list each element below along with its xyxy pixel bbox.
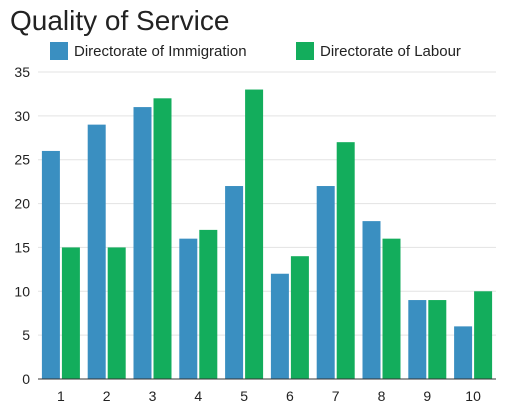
x-tick-label: 6 bbox=[286, 388, 294, 404]
bar-series-1-category-3 bbox=[133, 107, 152, 379]
x-tick-label: 2 bbox=[103, 388, 111, 404]
y-tick-label: 0 bbox=[22, 371, 30, 387]
bar-series-2-category-5 bbox=[245, 89, 264, 380]
y-tick-label: 15 bbox=[14, 239, 30, 255]
x-tick-label: 8 bbox=[378, 388, 386, 404]
bar-series-1-category-6 bbox=[270, 273, 289, 379]
bar-series-1-category-4 bbox=[179, 238, 198, 379]
bar-series-1-category-8 bbox=[362, 221, 381, 379]
gridlines bbox=[38, 71, 496, 336]
x-tick-label: 7 bbox=[332, 388, 340, 404]
x-tick-label: 5 bbox=[240, 388, 248, 404]
y-axis-ticks: 0 5 10 15 20 25 30 35 bbox=[14, 64, 30, 387]
bar-series-1-category-5 bbox=[225, 186, 244, 379]
legend: Directorate of Immigration Directorate o… bbox=[50, 42, 461, 60]
legend-label-immigration: Directorate of Immigration bbox=[74, 43, 247, 60]
x-axis-ticks: 1 2 3 4 5 6 7 8 9 10 bbox=[57, 388, 481, 404]
y-tick-label: 20 bbox=[14, 196, 30, 212]
x-tick-label: 1 bbox=[57, 388, 65, 404]
x-tick-label: 9 bbox=[423, 388, 431, 404]
x-tick-label: 4 bbox=[194, 388, 202, 404]
bars bbox=[41, 89, 493, 380]
y-tick-label: 35 bbox=[14, 64, 30, 80]
bar-series-1-category-10 bbox=[454, 326, 473, 379]
legend-swatch-labour bbox=[296, 42, 314, 60]
y-tick-label: 30 bbox=[14, 108, 30, 124]
bar-series-2-category-1 bbox=[61, 247, 80, 379]
bar-series-1-category-7 bbox=[316, 186, 335, 379]
y-tick-label: 5 bbox=[22, 327, 30, 343]
bar-series-2-category-9 bbox=[428, 300, 447, 379]
bar-series-2-category-3 bbox=[153, 98, 172, 380]
y-tick-label: 25 bbox=[14, 152, 30, 168]
bar-series-2-category-2 bbox=[107, 247, 126, 379]
chart-title: Quality of Service bbox=[10, 5, 229, 36]
bar-series-2-category-4 bbox=[199, 229, 218, 379]
bar-series-1-category-9 bbox=[408, 300, 427, 379]
legend-label-labour: Directorate of Labour bbox=[320, 43, 461, 60]
bar-series-2-category-10 bbox=[474, 291, 493, 379]
legend-swatch-immigration bbox=[50, 42, 68, 60]
bar-series-2-category-8 bbox=[382, 238, 401, 379]
bar-series-2-category-6 bbox=[290, 256, 309, 379]
x-tick-label: 3 bbox=[149, 388, 157, 404]
x-tick-label: 10 bbox=[465, 388, 481, 404]
bar-series-2-category-7 bbox=[336, 142, 355, 379]
bar-series-1-category-1 bbox=[41, 150, 60, 379]
bar-series-1-category-2 bbox=[87, 124, 106, 379]
y-tick-label: 10 bbox=[14, 283, 30, 299]
